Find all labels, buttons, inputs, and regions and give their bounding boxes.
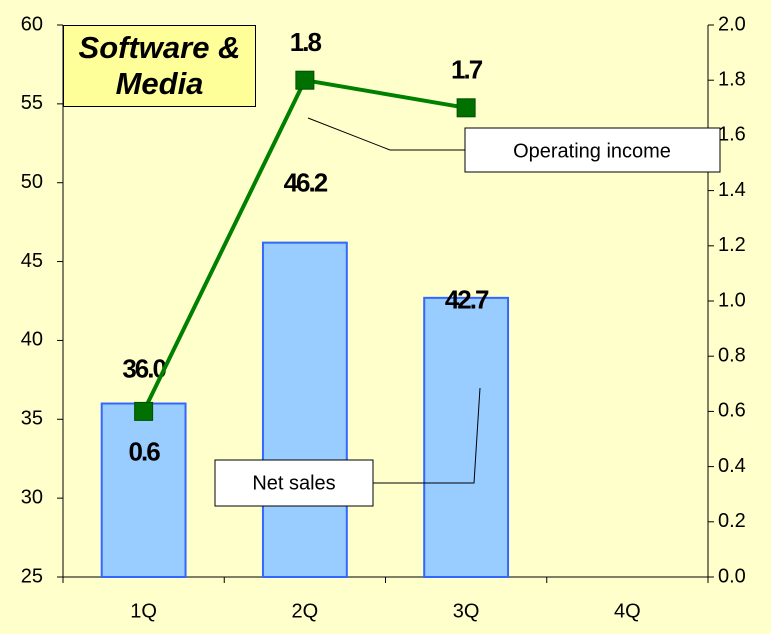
leader-line <box>307 117 465 151</box>
y-tick-label: 45 <box>21 250 43 272</box>
y-tick-label: 30 <box>21 486 43 508</box>
bar <box>423 296 510 578</box>
y2-tick-label: 0.0 <box>718 565 746 587</box>
legend-label: Net sales <box>252 472 335 494</box>
data-label: 46.2 <box>284 168 328 198</box>
y2-tick-label: 1.2 <box>718 234 746 256</box>
x-tick-label: 3Q <box>453 600 480 622</box>
data-label: 0.6 <box>129 436 161 466</box>
line-marker <box>134 401 154 421</box>
x-tick-label: 2Q <box>292 600 319 622</box>
y-tick-label: 40 <box>21 329 43 351</box>
legend-box <box>464 127 721 173</box>
y2-tick-label: 0.6 <box>718 400 746 422</box>
y-tick-label: 35 <box>21 408 43 430</box>
line-marker <box>295 70 315 90</box>
y2-tick-label: 1.6 <box>718 124 746 146</box>
legend-box <box>214 459 374 507</box>
bar <box>100 402 187 578</box>
x-tick-label: 1Q <box>130 600 157 622</box>
y-tick-label: 50 <box>21 171 43 193</box>
line-marker <box>456 98 476 118</box>
y2-tick-label: 0.4 <box>718 455 746 477</box>
y2-tick-label: 0.8 <box>718 344 746 366</box>
y-tick-label: 25 <box>21 565 43 587</box>
y-tick-label: 55 <box>21 92 43 114</box>
y2-tick-label: 1.0 <box>718 289 746 311</box>
y2-tick-label: 1.8 <box>718 68 746 90</box>
data-label: 1.7 <box>451 55 483 85</box>
bar <box>261 241 348 578</box>
data-label: 1.8 <box>290 27 322 57</box>
x-tick-label: 4Q <box>614 600 641 622</box>
y2-tick-label: 0.2 <box>718 510 746 532</box>
leader-line <box>373 387 481 484</box>
y2-tick-label: 1.4 <box>718 179 746 201</box>
data-label: 42.7 <box>445 285 489 315</box>
y-tick-label: 60 <box>21 13 43 35</box>
chart-title: Software & Media <box>63 25 256 107</box>
legend-label: Operating income <box>513 140 671 162</box>
y2-tick-label: 2.0 <box>718 13 746 35</box>
